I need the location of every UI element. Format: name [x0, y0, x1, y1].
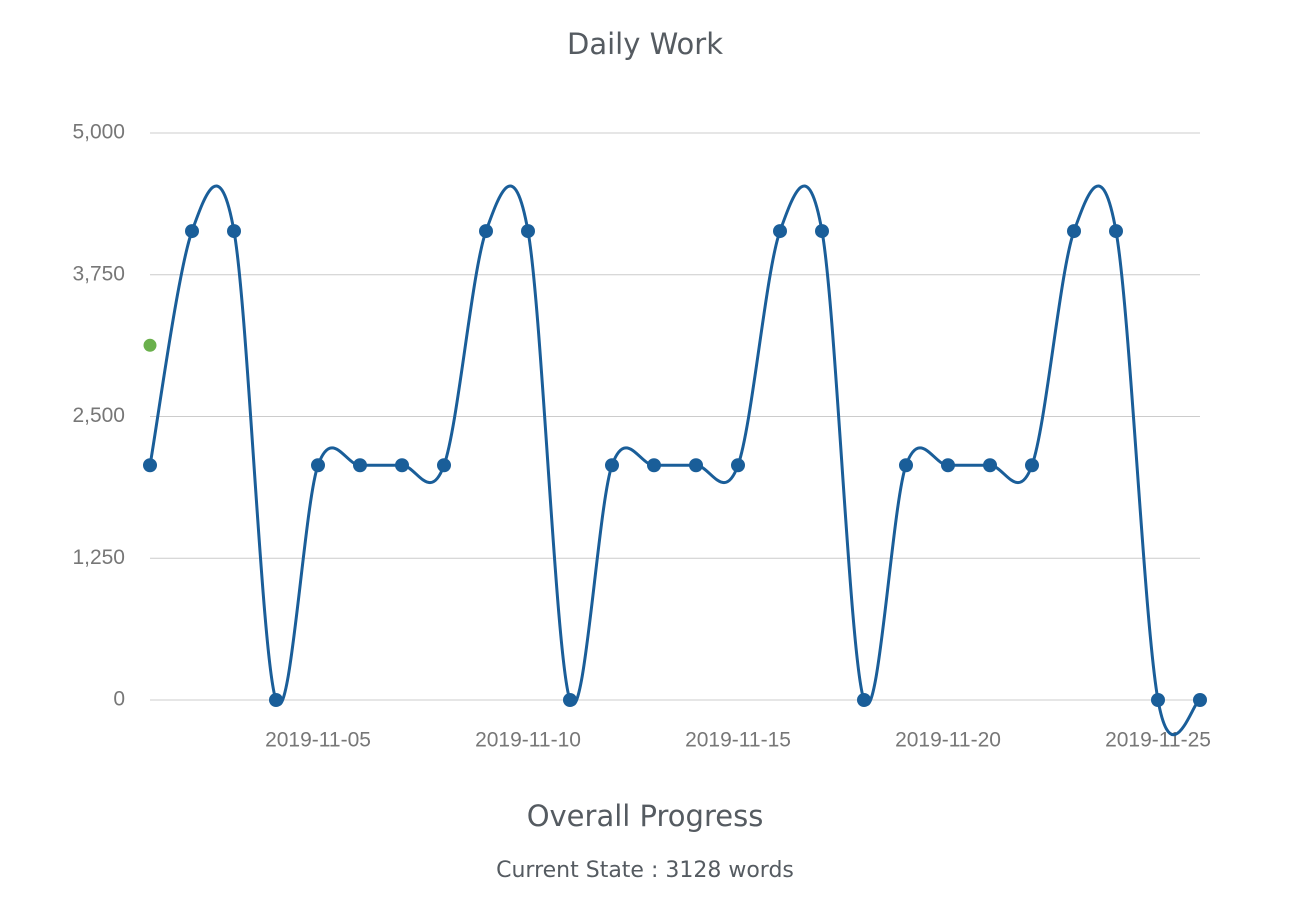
data-point: [563, 693, 577, 707]
data-point: [1193, 693, 1207, 707]
data-point: [941, 458, 955, 473]
data-point: [353, 458, 367, 473]
data-point: [437, 458, 451, 473]
x-tick-label: 2019-11-20: [895, 729, 1001, 752]
data-point: [815, 224, 829, 239]
data-point: [689, 458, 703, 473]
data-point: [521, 224, 535, 239]
data-point: [1151, 693, 1165, 707]
data-point: [269, 693, 283, 707]
x-tick-label: 2019-11-10: [475, 729, 581, 752]
data-point: [185, 224, 199, 239]
x-tick-label: 2019-11-05: [265, 729, 371, 752]
data-point: [479, 224, 493, 239]
data-point: [395, 458, 409, 473]
y-tick-label: 0: [113, 688, 125, 711]
data-point: [605, 458, 619, 473]
series-line: [148, 184, 1201, 737]
y-tick-label: 2,500: [72, 404, 125, 427]
data-point: [1109, 224, 1123, 239]
data-point: [143, 458, 157, 473]
data-point: [899, 458, 913, 473]
x-tick-label: 2019-11-15: [685, 729, 791, 752]
data-point: [731, 458, 745, 473]
data-point: [1025, 458, 1039, 473]
progress-title: Overall Progress: [527, 799, 764, 833]
data-point: [1067, 224, 1081, 239]
data-point: [773, 224, 787, 239]
data-point: [143, 338, 157, 352]
data-point: [857, 693, 871, 707]
y-tick-label: 1,250: [72, 546, 125, 569]
data-point: [227, 224, 241, 239]
progress-text: Current State : 3128 words: [496, 858, 794, 883]
chart-title: Daily Work: [567, 27, 723, 61]
data-point: [311, 458, 325, 473]
data-point: [647, 458, 661, 473]
data-point: [983, 458, 997, 473]
x-tick-label: 2019-11-25: [1105, 729, 1211, 752]
y-tick-label: 5,000: [72, 121, 125, 144]
y-tick-label: 3,750: [72, 262, 125, 285]
